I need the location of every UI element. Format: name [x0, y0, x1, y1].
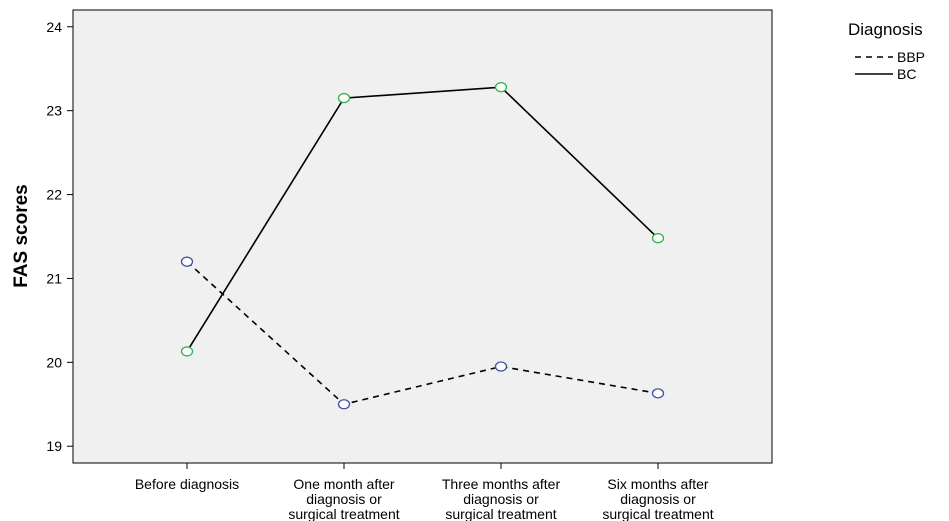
- x-category-label: diagnosis or: [463, 491, 539, 507]
- y-tick-label: 20: [46, 354, 62, 370]
- plot-area: [72, 9, 773, 464]
- series-line-bbp: [186, 261, 659, 406]
- series-line-bc: [186, 86, 659, 352]
- x-category-label: Six months after: [607, 476, 708, 492]
- data-point-bc: [337, 92, 351, 104]
- x-category-label: surgical treatment: [445, 506, 556, 521]
- y-tick-label: 24: [46, 19, 62, 35]
- y-axis-title: FAS scores: [11, 184, 32, 288]
- x-category-label: diagnosis or: [620, 491, 696, 507]
- y-tick-label: 22: [46, 187, 62, 203]
- x-category-label: One month after: [293, 476, 395, 492]
- x-category-label: Before diagnosis: [135, 476, 239, 492]
- legend-label-bc: BC: [897, 66, 916, 82]
- data-point-bbp: [651, 388, 665, 399]
- y-tick-label: 21: [46, 270, 62, 286]
- data-point-bc: [180, 346, 194, 357]
- x-category-label: surgical treatment: [602, 506, 713, 521]
- legend-title: Diagnosis: [848, 20, 923, 39]
- x-category-label: surgical treatment: [288, 506, 399, 521]
- x-category-label: Three months after: [442, 476, 561, 492]
- y-tick-label: 19: [46, 438, 62, 454]
- x-category-label: diagnosis or: [306, 491, 382, 507]
- data-point-bbp: [180, 256, 194, 267]
- y-tick-label: 23: [46, 103, 62, 119]
- data-point-bbp: [494, 361, 508, 372]
- data-point-bbp: [337, 399, 351, 410]
- data-point-bc: [651, 233, 665, 244]
- data-point-bc: [494, 82, 508, 93]
- legend-label-bbp: BBP: [897, 49, 925, 65]
